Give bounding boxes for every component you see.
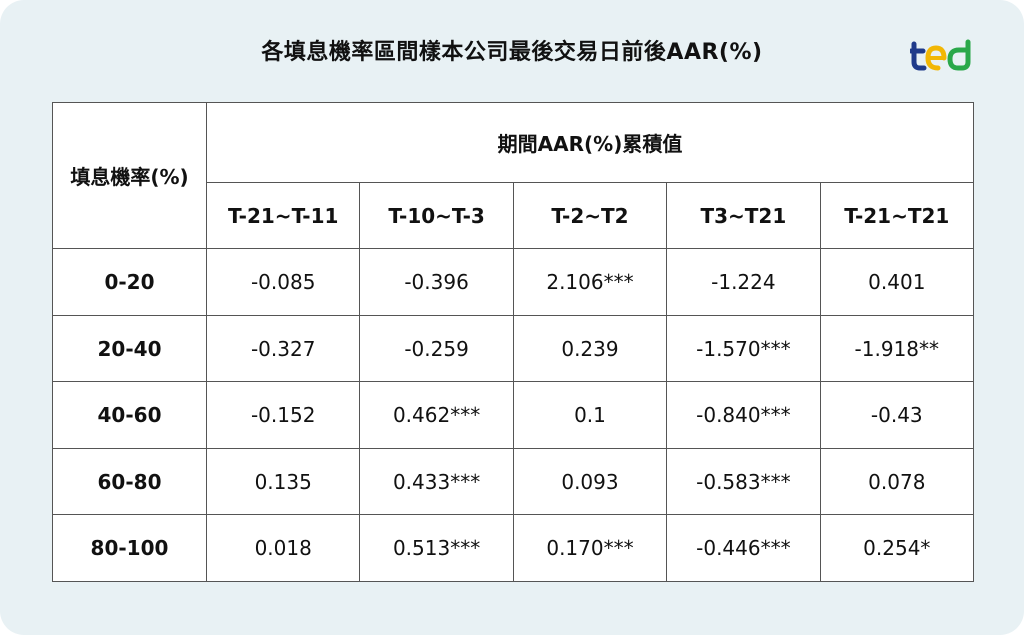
table-cell: -0.396	[359, 248, 514, 316]
table-cell: -0.840***	[666, 381, 821, 449]
table-cell: 0.078	[819, 447, 975, 516]
table-cell: -0.259	[359, 314, 514, 383]
table-cell: -1.224	[666, 248, 821, 316]
table-row: 20-40 -0.327 -0.259 0.239 -1.570*** -1.9…	[52, 314, 975, 383]
table-cell: -0.152	[205, 381, 361, 449]
table-row: 80-100 0.018 0.513*** 0.170*** -0.446***…	[52, 514, 975, 582]
table-cell: 0.254*	[819, 514, 975, 582]
table-cell: 0.513***	[359, 514, 514, 582]
table-cell: 0.462***	[359, 381, 514, 449]
table-cell: -0.446***	[666, 514, 821, 582]
row-label: 40-60	[52, 381, 207, 449]
table-cell: 0.239	[512, 314, 668, 383]
row-label: 0-20	[52, 248, 207, 316]
table-cell: -0.085	[205, 248, 361, 316]
brand-logo-icon	[910, 39, 971, 71]
table-cell: -0.327	[205, 314, 361, 383]
table-cell: 0.1	[512, 381, 668, 449]
header-row-group: 填息機率(%) 期間AAR(%)累積值	[52, 101, 975, 250]
table-cell: 0.433***	[359, 447, 514, 516]
row-header-cell: 填息機率(%)	[52, 101, 207, 250]
table-cell: 0.093	[512, 447, 668, 516]
table-row: 40-60 -0.152 0.462*** 0.1 -0.840*** -0.4…	[52, 381, 975, 449]
row-label: 20-40	[52, 314, 207, 383]
table-cell: -1.570***	[666, 314, 821, 383]
row-label: 60-80	[52, 447, 207, 516]
table-cell: -0.583***	[666, 447, 821, 516]
table-cell: -1.918**	[819, 314, 975, 383]
table-cell: 0.401	[819, 248, 975, 316]
column-header: T3~T21	[666, 181, 821, 250]
column-header: T-21~T21	[819, 181, 975, 250]
table-cell: -0.43	[819, 381, 975, 449]
column-header: T-2~T2	[512, 181, 668, 250]
column-header: T-10~T-3	[359, 181, 514, 250]
column-header: T-21~T-11	[205, 181, 361, 250]
figure-title: 各填息機率區間樣本公司最後交易日前後AAR(%)	[261, 40, 763, 65]
aar-table: 填息機率(%) 期間AAR(%)累積值 T-21~T-11 T-10~T-3 T…	[52, 101, 975, 582]
table-cell: 0.135	[205, 447, 361, 516]
table-cell: 0.018	[205, 514, 361, 582]
table-cell: 2.106***	[512, 248, 668, 316]
group-header-cell: 期間AAR(%)累積值	[205, 102, 975, 183]
row-label: 80-100	[52, 514, 207, 582]
table-cell: 0.170***	[512, 514, 668, 582]
table-row: 0-20 -0.085 -0.396 2.106*** -1.224 0.401	[52, 248, 975, 316]
table-row: 60-80 0.135 0.433*** 0.093 -0.583*** 0.0…	[52, 447, 975, 516]
